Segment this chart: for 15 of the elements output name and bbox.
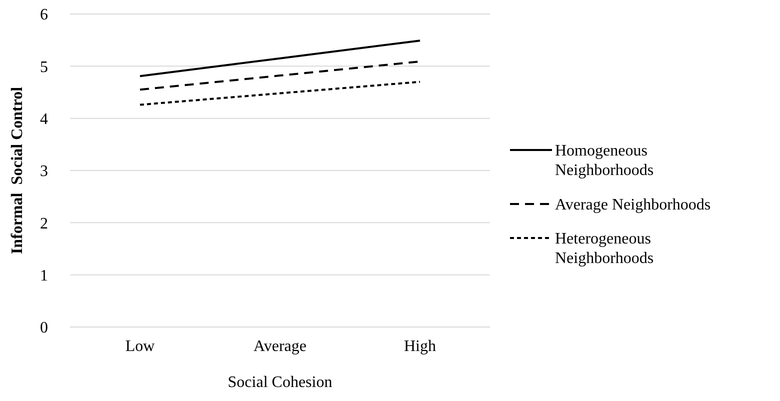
y-tick-label: 2 bbox=[40, 215, 48, 232]
legend-label: Average Neighborhoods bbox=[555, 196, 711, 214]
y-tick-label: 0 bbox=[40, 320, 48, 337]
y-tick-label: 4 bbox=[40, 110, 48, 128]
x-tick-label: High bbox=[404, 338, 436, 355]
legend-label: Heterogeneous Neighborhoods bbox=[555, 230, 654, 267]
x-tick-label: Low bbox=[125, 338, 156, 355]
y-axis-title: Informal Social Control bbox=[9, 86, 26, 254]
x-axis-title: Social Cohesion bbox=[228, 374, 332, 391]
legend-label: Homogeneous Neighborhoods bbox=[555, 142, 654, 179]
y-tick-label: 1 bbox=[40, 267, 48, 284]
x-tick-label: Average bbox=[254, 338, 306, 355]
y-tick-label: 3 bbox=[40, 163, 48, 180]
y-tick-label: 6 bbox=[40, 6, 48, 24]
y-tick-label: 5 bbox=[40, 58, 48, 76]
